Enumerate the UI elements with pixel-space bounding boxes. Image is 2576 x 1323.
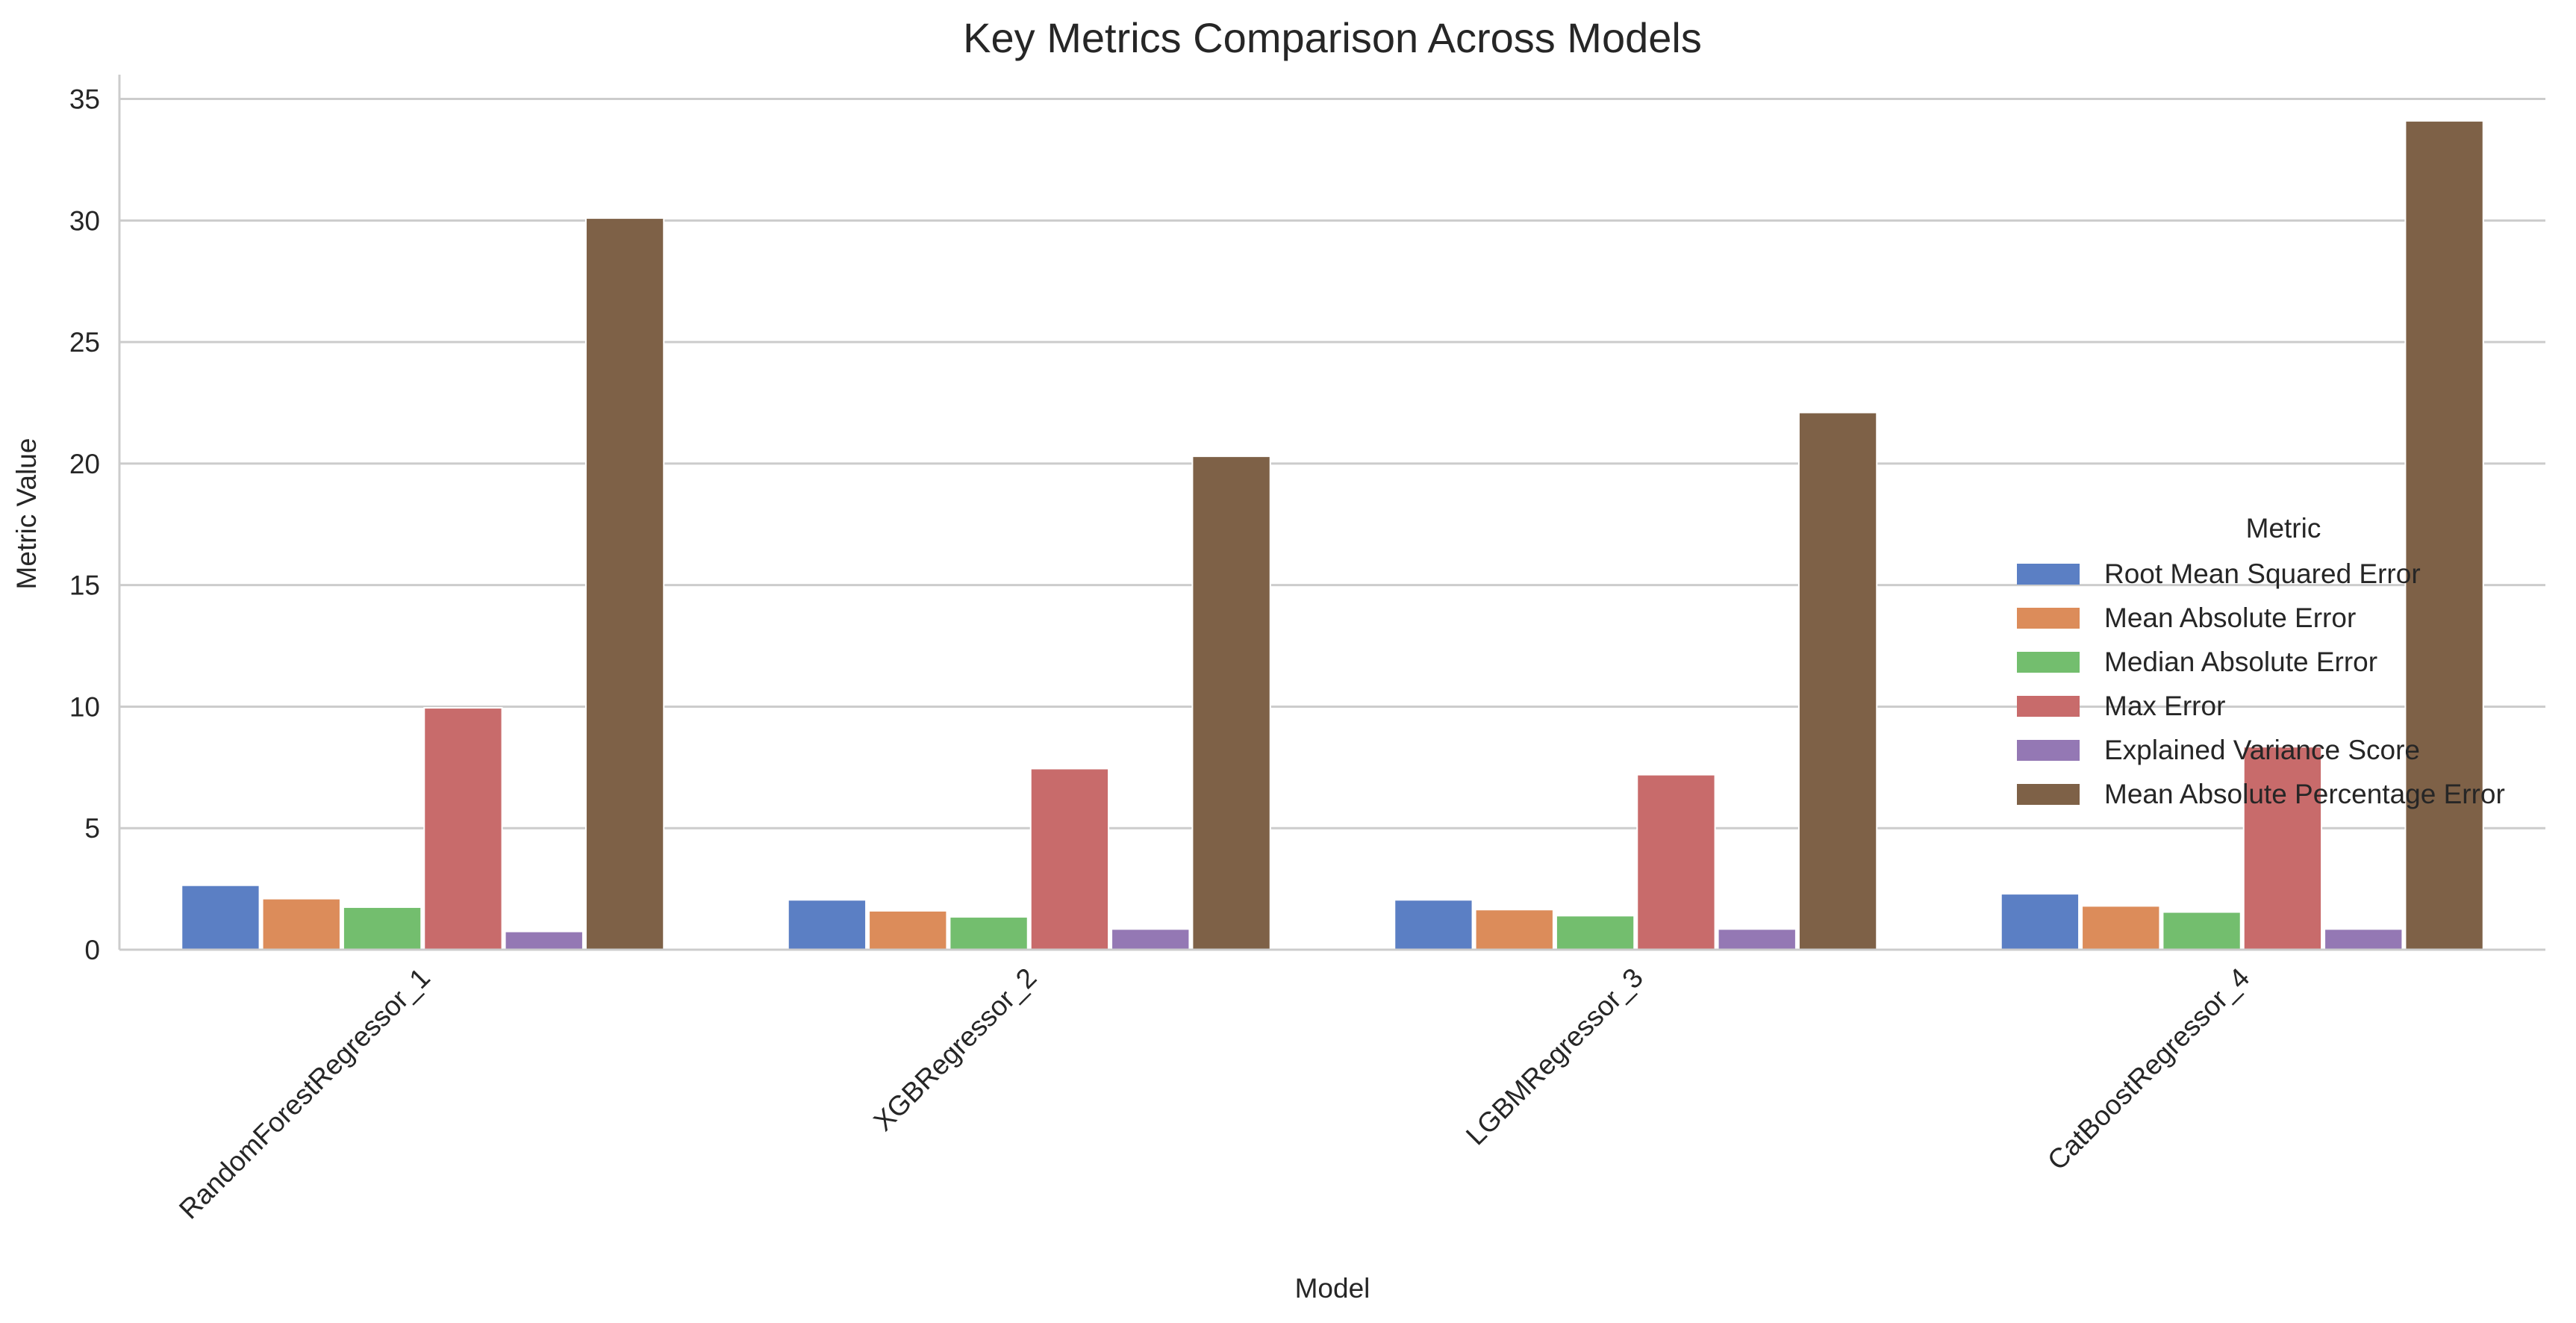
y-tick-label: 5 (84, 813, 100, 844)
y-tick-label: 0 (84, 935, 100, 965)
legend: Metric Root Mean Squared Error Mean Absol… (2017, 513, 2505, 809)
legend-swatch (2017, 652, 2080, 673)
y-tick-labels: 0 5 10 15 20 25 30 35 (69, 84, 100, 965)
bar (1191, 455, 1271, 950)
legend-items: Root Mean Squared Error Mean Absolute Err… (2017, 558, 2505, 809)
bars (181, 119, 2484, 951)
legend-label: Max Error (2104, 691, 2225, 721)
y-tick-label: 25 (69, 327, 100, 358)
bar (2081, 905, 2161, 951)
axes (118, 75, 2545, 951)
y-tick-label: 35 (69, 84, 100, 115)
x-tick-label: LGBMRegressor_3 (1460, 962, 1649, 1151)
y-tick-label: 20 (69, 449, 100, 479)
bar (787, 899, 867, 950)
bar (181, 884, 261, 951)
bar (1474, 909, 1554, 950)
bar (584, 217, 665, 951)
x-tick-label: CatBoostRegressor_4 (2042, 962, 2255, 1176)
bar (423, 707, 503, 950)
bar (868, 909, 948, 951)
bar (949, 916, 1029, 951)
legend-swatch (2017, 740, 2080, 761)
gridlines (119, 98, 2545, 951)
bar (1717, 928, 1797, 950)
legend-label: Root Mean Squared Error (2104, 558, 2421, 589)
bar (2000, 893, 2080, 950)
bar (2404, 119, 2484, 950)
bar (261, 897, 341, 950)
y-tick-label: 10 (69, 691, 100, 722)
legend-swatch (2017, 608, 2080, 629)
x-tick-label: RandomForestRegressor_1 (173, 962, 436, 1225)
legend-swatch (2017, 564, 2080, 585)
bar (1797, 411, 1878, 950)
legend-swatch (2017, 696, 2080, 717)
bar (1636, 773, 1716, 950)
bar (1394, 899, 1473, 950)
y-axis-label: Metric Value (11, 438, 42, 590)
bar (2162, 911, 2242, 951)
chart-title: Key Metrics Comparison Across Models (963, 14, 1702, 61)
y-tick-label: 15 (69, 570, 100, 601)
bar (2324, 928, 2404, 950)
legend-title: Metric (2246, 513, 2321, 544)
bar (1029, 768, 1110, 950)
legend-label: Mean Absolute Percentage Error (2104, 779, 2505, 809)
x-tick-label: XGBRegressor_2 (867, 962, 1042, 1137)
x-axis-label: Model (1295, 1273, 1370, 1304)
y-tick-label: 30 (69, 205, 100, 236)
x-tick-labels: RandomForestRegressor_1 XGBRegressor_2 LGB… (173, 962, 2255, 1225)
bar (1111, 928, 1191, 950)
legend-swatch (2017, 784, 2080, 805)
legend-label: Explained Variance Score (2104, 735, 2420, 765)
bar (342, 906, 422, 951)
bar (504, 930, 584, 951)
legend-label: Mean Absolute Error (2104, 603, 2356, 633)
bar (2242, 746, 2323, 951)
legend-label: Median Absolute Error (2104, 647, 2377, 677)
bar (1555, 915, 1635, 951)
